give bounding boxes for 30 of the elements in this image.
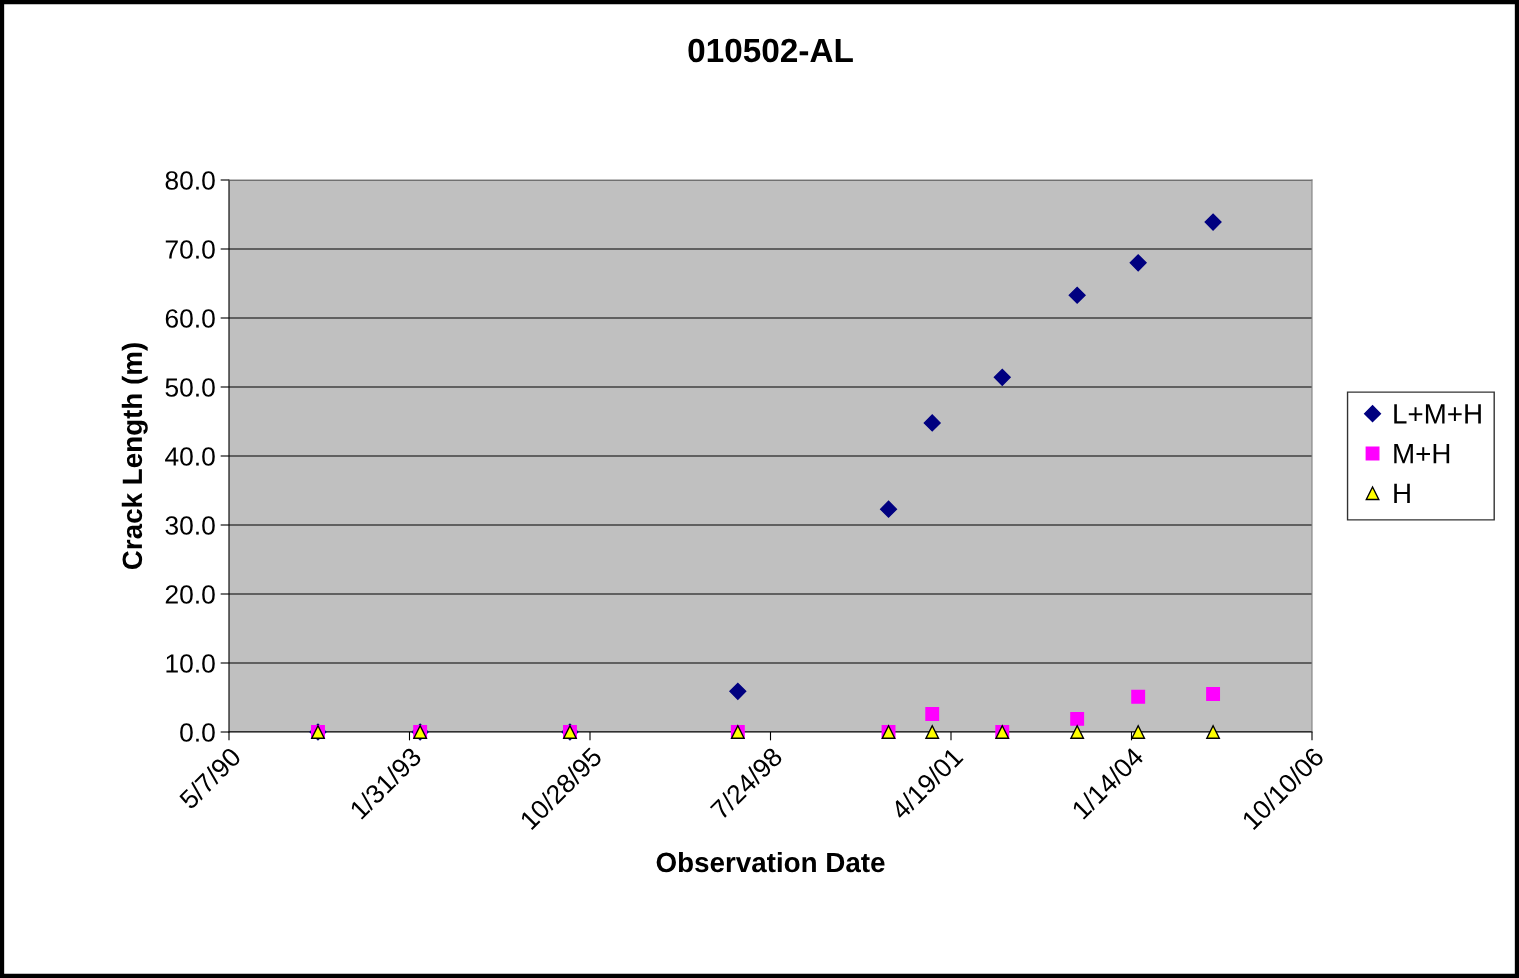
point xyxy=(1206,687,1221,701)
y-tick-label: 80.0 xyxy=(165,171,215,190)
point xyxy=(1068,286,1086,304)
y-tick-label: 10.0 xyxy=(166,654,215,673)
point xyxy=(1131,689,1146,704)
y-tick-label: 40.0 xyxy=(165,447,215,466)
y-tick-label: 30.0 xyxy=(165,516,215,535)
legend-label: H xyxy=(1394,483,1410,503)
chart-title: 010502-AL xyxy=(688,38,853,63)
legend-label: M+H xyxy=(1394,444,1450,464)
legend-label: L+M+H xyxy=(1394,404,1481,424)
point xyxy=(1131,725,1146,739)
point xyxy=(1206,725,1221,739)
point xyxy=(729,682,747,700)
y-tick-label: 50.0 xyxy=(165,378,215,397)
y-tick-label: 60.0 xyxy=(165,309,215,328)
point xyxy=(879,500,898,518)
y-tick-label: 70.0 xyxy=(165,240,215,259)
point xyxy=(925,707,940,722)
y-axis-title: Crack Length (m) xyxy=(121,343,148,570)
point xyxy=(1204,213,1222,231)
point xyxy=(1070,711,1085,726)
point xyxy=(923,414,941,432)
y-tick-label: 0.0 xyxy=(180,723,215,742)
y-tick-label: 20.0 xyxy=(165,585,215,604)
point xyxy=(993,368,1011,386)
point xyxy=(925,725,940,739)
point xyxy=(1070,725,1085,739)
x-axis-title: Observation Date xyxy=(656,851,885,873)
point xyxy=(1129,254,1147,272)
